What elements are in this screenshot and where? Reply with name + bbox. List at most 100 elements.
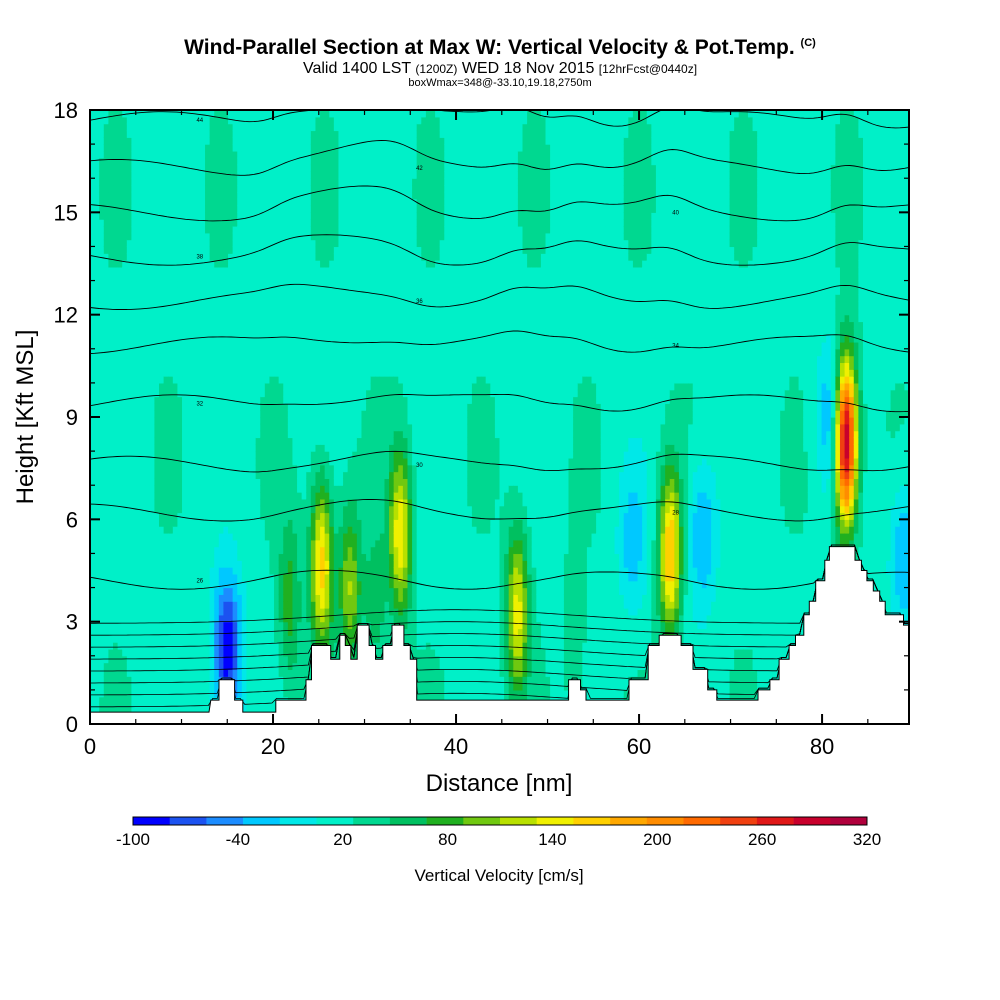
vv-cell <box>223 608 229 616</box>
vv-cell <box>172 423 179 432</box>
vv-cell <box>108 689 114 698</box>
vv-cell <box>131 451 137 459</box>
vv-cell <box>324 485 330 493</box>
vv-cell <box>260 594 266 602</box>
vv-cell <box>191 287 197 295</box>
vv-cell <box>163 580 169 589</box>
vv-cell <box>306 485 312 493</box>
vv-cell <box>246 512 252 520</box>
vv-cell <box>131 642 137 650</box>
vv-cell <box>241 157 248 166</box>
vv-cell <box>122 417 128 425</box>
vv-cell <box>241 703 248 711</box>
vv-cell <box>269 273 275 282</box>
vv-cell <box>237 205 243 213</box>
vv-cell <box>260 614 266 623</box>
vv-cell <box>329 539 335 548</box>
vv-cell <box>126 273 133 282</box>
vv-cell <box>168 621 174 630</box>
vv-cell <box>117 498 123 507</box>
vv-cell <box>140 498 146 507</box>
vv-cell <box>260 662 266 671</box>
vv-cell <box>209 341 215 350</box>
vv-cell <box>113 225 119 234</box>
vv-cell <box>145 280 151 288</box>
vv-cell <box>159 498 165 507</box>
vv-cell <box>191 137 197 145</box>
vv-cell <box>320 567 326 575</box>
vv-cell <box>283 526 289 534</box>
vv-cell <box>145 553 151 561</box>
vv-cell <box>218 123 225 132</box>
vv-cell <box>154 294 160 302</box>
vv-cell <box>333 423 340 432</box>
vv-cell <box>315 171 321 179</box>
vv-cell <box>172 369 179 377</box>
vv-cell <box>255 212 261 220</box>
vv-cell <box>186 621 192 630</box>
vv-cell <box>163 191 169 200</box>
vv-cell <box>168 703 174 711</box>
vv-cell <box>232 123 238 132</box>
vv-cell <box>218 253 225 261</box>
vv-cell <box>113 580 119 589</box>
vv-cell <box>306 417 312 425</box>
vv-cell <box>113 594 119 602</box>
vv-cell <box>177 164 183 172</box>
vv-cell <box>237 335 243 343</box>
vv-cell <box>241 130 248 138</box>
vv-cell <box>297 362 303 370</box>
vv-cell <box>154 130 160 138</box>
vv-cell <box>320 389 326 398</box>
vv-cell <box>223 498 229 507</box>
vv-cell <box>168 553 174 561</box>
vv-cell <box>108 635 114 643</box>
vv-cell <box>214 239 220 248</box>
vv-cell <box>292 478 298 486</box>
vv-cell <box>113 635 119 643</box>
vv-cell <box>264 444 271 452</box>
vv-cell <box>264 144 271 152</box>
vv-cell <box>117 314 123 323</box>
vv-cell <box>320 355 326 364</box>
vv-cell <box>324 512 330 520</box>
vv-cell <box>329 642 335 650</box>
vv-cell <box>177 417 183 425</box>
vv-cell <box>251 587 257 595</box>
vv-cell <box>255 608 261 616</box>
vv-cell <box>310 430 317 439</box>
vv-cell <box>297 219 303 227</box>
vv-cell <box>241 519 248 527</box>
vv-cell <box>301 437 307 445</box>
vv-cell <box>320 266 326 275</box>
vv-cell <box>186 205 192 213</box>
vv-cell <box>260 321 266 329</box>
vv-cell <box>94 635 100 643</box>
vv-cell <box>117 376 123 384</box>
vv-cell <box>140 430 146 439</box>
vv-cell <box>287 171 294 179</box>
vv-cell <box>136 273 142 282</box>
vv-cell <box>306 314 312 323</box>
vv-cell <box>103 396 109 404</box>
vv-cell <box>195 185 202 193</box>
vv-cell <box>255 266 261 275</box>
vv-cell <box>218 594 225 602</box>
vv-cell <box>191 464 197 473</box>
vv-cell <box>315 396 321 404</box>
vv-cell <box>214 116 220 125</box>
vv-cell <box>237 560 243 568</box>
vv-cell <box>301 157 307 166</box>
vv-cell <box>191 144 197 152</box>
vv-cell <box>163 307 169 316</box>
vv-cell <box>172 608 179 616</box>
vv-cell <box>287 239 294 248</box>
vv-cell <box>94 212 100 220</box>
vv-cell <box>117 301 123 309</box>
vv-cell <box>172 328 179 336</box>
vv-cell <box>154 655 160 664</box>
vv-cell <box>315 437 321 445</box>
vv-cell <box>205 355 211 364</box>
vv-cell <box>200 655 206 664</box>
vv-cell <box>163 273 169 282</box>
